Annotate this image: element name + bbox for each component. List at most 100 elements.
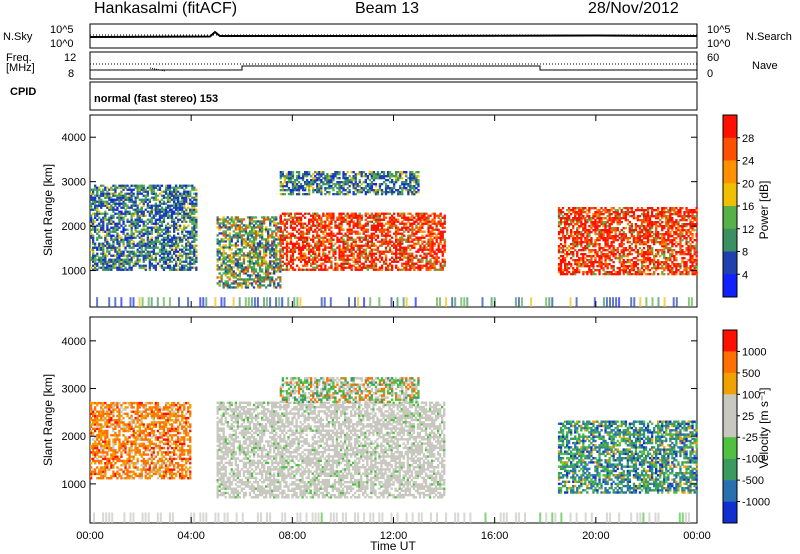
power-echo-cell	[360, 252, 363, 255]
power-echo-cell	[564, 219, 567, 222]
power-echo-cell	[318, 238, 321, 241]
power-echo-cell	[318, 244, 321, 247]
power-echo-cell	[427, 232, 430, 235]
power-echo-cell	[374, 228, 378, 231]
power-echo-cell	[616, 249, 619, 252]
power-echo-cell	[246, 268, 250, 271]
power-echo-cell	[356, 185, 359, 188]
power-echo-cell	[189, 212, 192, 215]
power-echo-cell	[310, 228, 313, 231]
power-echo-cell	[175, 208, 178, 211]
power-echo-cell	[374, 266, 378, 269]
power-echo-cell	[411, 173, 414, 176]
power-echo-cell	[166, 226, 170, 229]
power-echo-cell	[252, 226, 256, 229]
power-echo-cell	[144, 208, 147, 211]
power-echo-cell	[234, 228, 237, 231]
power-echo-cell	[173, 236, 176, 239]
power-echo-cell	[407, 252, 410, 255]
power-echo-cell	[258, 282, 262, 285]
power-echo-cell	[279, 254, 282, 257]
power-echo-cell	[401, 171, 404, 174]
power-echo-cell	[399, 238, 402, 241]
power-echo-cell	[273, 286, 276, 289]
power-echo-cell	[376, 236, 380, 239]
power-echo-cell	[301, 254, 305, 257]
power-echo-cell	[557, 213, 561, 216]
power-echo-cell	[236, 286, 239, 289]
power-echo-cell	[344, 254, 347, 257]
power-echo-cell	[427, 214, 430, 217]
power-echo-cell	[340, 224, 343, 227]
power-echo-cell	[318, 268, 321, 271]
power-echo-cell	[366, 254, 369, 257]
power-echo-cell	[252, 246, 256, 249]
power-echo-cell	[348, 228, 351, 231]
power-echo-cell	[118, 258, 121, 261]
power-echo-cell	[289, 193, 293, 196]
power-echo-cell	[326, 181, 329, 184]
power-echo-cell	[187, 232, 190, 235]
power-echo-cell	[96, 258, 99, 261]
power-echo-cell	[110, 254, 113, 257]
power-echo-cell	[116, 186, 119, 189]
power-echo-cell	[417, 226, 420, 229]
power-echo-cell	[566, 255, 569, 258]
power-echo-cell	[90, 192, 93, 195]
power-echo-cell	[610, 217, 613, 220]
power-echo-cell	[146, 222, 149, 225]
power-echo-cell	[181, 248, 184, 251]
power-echo-cell	[564, 221, 567, 224]
power-echo-cell	[92, 264, 95, 267]
power-echo-cell	[162, 236, 166, 239]
power-echo-cell	[576, 241, 579, 244]
power-echo-cell	[346, 177, 349, 180]
power-echo-cell	[388, 268, 392, 271]
power-echo-cell	[166, 232, 170, 235]
power-echo-cell	[301, 175, 305, 178]
power-echo-cell	[572, 225, 575, 228]
power-echo-cell	[391, 266, 394, 269]
power-echo-cell	[279, 214, 282, 217]
power-echo-cell	[590, 243, 593, 246]
power-echo-cell	[94, 228, 97, 231]
power-echo-cell	[304, 171, 307, 174]
power-echo-cell	[376, 250, 380, 253]
power-echo-cell	[279, 216, 282, 219]
power-echo-cell	[100, 204, 103, 207]
power-echo-cell	[189, 200, 192, 203]
power-echo-cell	[106, 194, 109, 197]
power-echo-cell	[606, 271, 609, 274]
power-echo-cell	[417, 264, 420, 267]
power-echo-cell	[354, 242, 357, 245]
power-echo-cell	[120, 206, 123, 209]
power-echo-cell	[334, 193, 337, 196]
power-echo-cell	[187, 254, 190, 257]
power-echo-cell	[175, 186, 178, 189]
power-echo-cell	[393, 224, 396, 227]
power-echo-cell	[244, 282, 248, 285]
power-echo-cell	[154, 230, 157, 233]
power-echo-cell	[152, 252, 155, 255]
power-echo-cell	[441, 224, 444, 227]
power-echo-cell	[299, 183, 303, 186]
power-echo-cell	[340, 266, 343, 269]
power-echo-cell	[417, 240, 420, 243]
power-echo-cell	[175, 202, 178, 205]
power-echo-cell	[612, 253, 615, 256]
power-echo-cell	[230, 220, 233, 223]
power-echo-cell	[189, 242, 192, 245]
power-echo-cell	[301, 236, 305, 239]
power-echo-cell	[586, 235, 589, 238]
power-echo-cell	[252, 264, 256, 267]
power-echo-cell	[425, 212, 428, 215]
power-echo-cell	[391, 256, 394, 259]
power-echo-cell	[98, 242, 101, 245]
power-echo-cell	[150, 222, 153, 225]
power-echo-cell	[250, 236, 254, 239]
power-echo-cell	[102, 188, 105, 191]
power-echo-cell	[193, 192, 196, 195]
power-echo-cell	[405, 189, 408, 192]
power-echo-cell	[104, 194, 107, 197]
power-echo-cell	[168, 198, 172, 201]
